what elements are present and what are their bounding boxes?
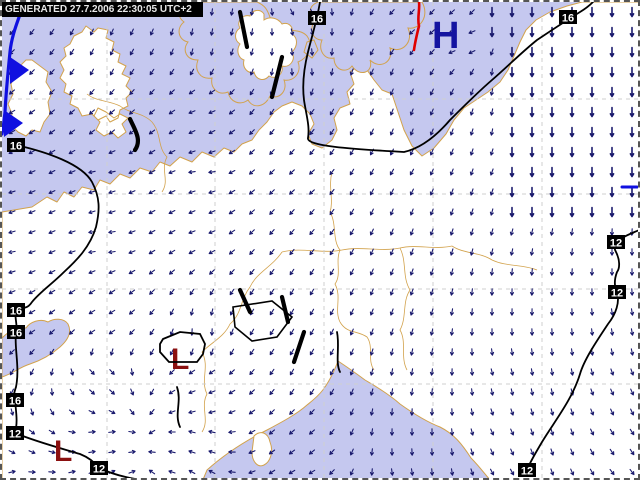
- svg-text:L: L: [171, 343, 189, 376]
- svg-text:16: 16: [10, 328, 22, 340]
- svg-text:16: 16: [562, 13, 574, 25]
- svg-text:16: 16: [311, 14, 323, 26]
- svg-text:12: 12: [611, 288, 623, 300]
- svg-text:16: 16: [10, 141, 22, 153]
- svg-text:L: L: [54, 435, 72, 468]
- svg-text:12: 12: [9, 429, 21, 441]
- svg-text:16: 16: [9, 396, 21, 408]
- svg-text:12: 12: [93, 464, 105, 476]
- svg-text:12: 12: [610, 238, 622, 250]
- svg-text:16: 16: [10, 306, 22, 318]
- svg-text:12: 12: [521, 466, 533, 478]
- svg-text:H: H: [432, 15, 459, 57]
